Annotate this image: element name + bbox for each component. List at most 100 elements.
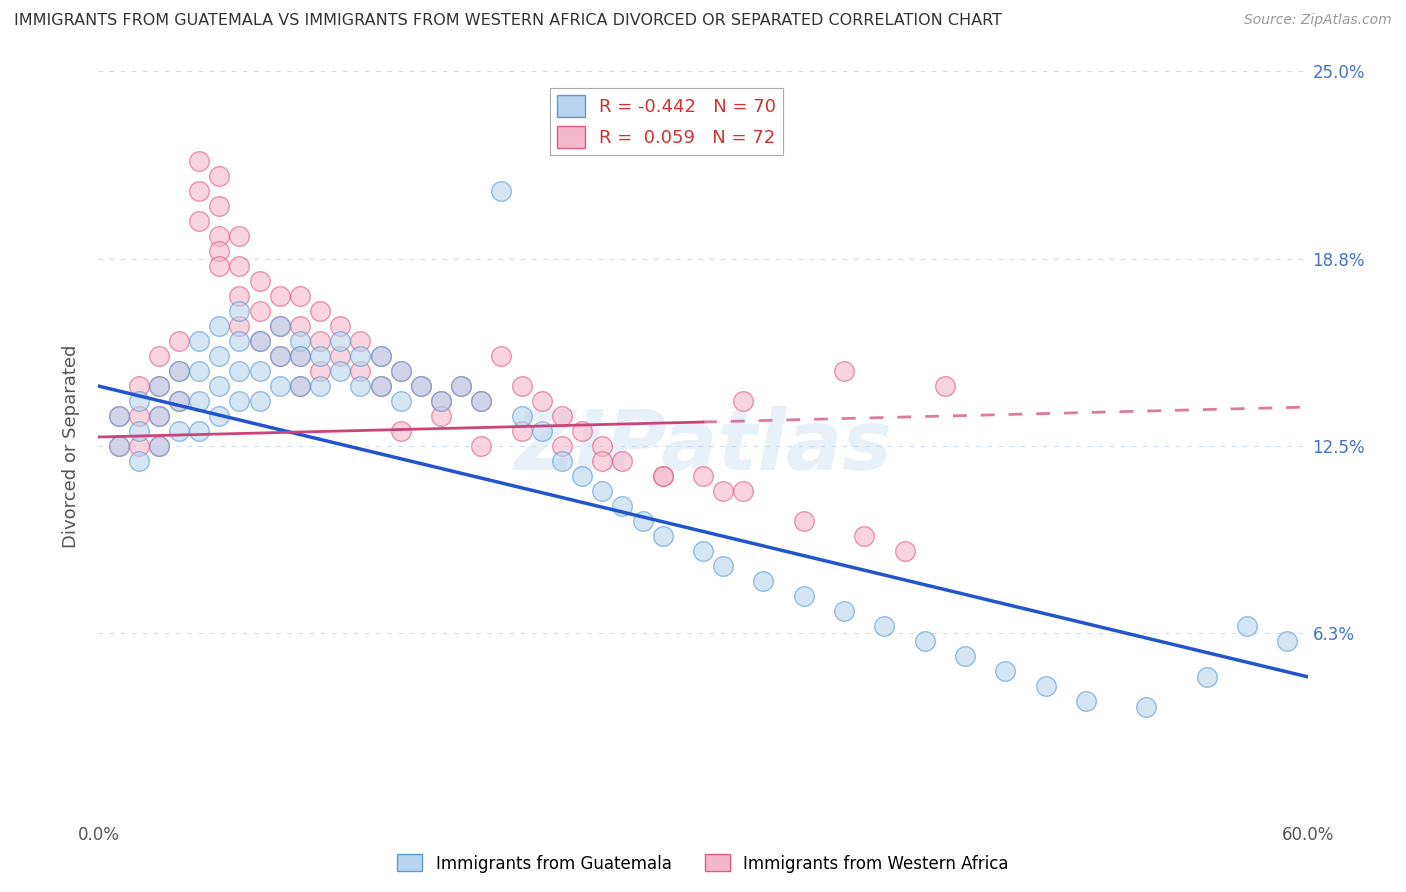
Point bbox=[370, 379, 392, 393]
Point bbox=[208, 319, 231, 334]
Point bbox=[370, 379, 392, 393]
Point bbox=[107, 409, 129, 423]
Point bbox=[269, 379, 291, 393]
Point bbox=[733, 394, 755, 409]
Point bbox=[188, 394, 211, 409]
Point bbox=[269, 319, 291, 334]
Point bbox=[188, 334, 211, 348]
Point bbox=[1277, 633, 1299, 648]
Point bbox=[591, 454, 613, 468]
Point bbox=[711, 483, 734, 498]
Point bbox=[551, 409, 574, 423]
Point bbox=[167, 394, 190, 409]
Point bbox=[430, 409, 453, 423]
Point bbox=[288, 379, 311, 393]
Point bbox=[148, 409, 170, 423]
Point bbox=[309, 334, 332, 348]
Point bbox=[994, 664, 1017, 678]
Point bbox=[128, 424, 150, 438]
Point bbox=[692, 469, 714, 483]
Point bbox=[128, 454, 150, 468]
Point bbox=[1035, 679, 1057, 693]
Point bbox=[389, 364, 412, 378]
Point bbox=[228, 364, 250, 378]
Point bbox=[329, 364, 352, 378]
Point bbox=[128, 394, 150, 409]
Point bbox=[389, 424, 412, 438]
Point bbox=[893, 544, 915, 558]
Point bbox=[651, 529, 673, 543]
Point bbox=[631, 514, 654, 528]
Point bbox=[269, 289, 291, 303]
Point bbox=[188, 184, 211, 198]
Point bbox=[349, 379, 371, 393]
Point bbox=[571, 469, 593, 483]
Point bbox=[1135, 699, 1157, 714]
Point bbox=[409, 379, 432, 393]
Point bbox=[249, 274, 271, 288]
Point bbox=[711, 558, 734, 573]
Point bbox=[349, 349, 371, 363]
Point bbox=[228, 259, 250, 273]
Point bbox=[832, 364, 855, 378]
Point bbox=[692, 544, 714, 558]
Point bbox=[530, 424, 553, 438]
Point bbox=[651, 469, 673, 483]
Point bbox=[288, 289, 311, 303]
Point bbox=[309, 379, 332, 393]
Point bbox=[914, 633, 936, 648]
Point bbox=[269, 319, 291, 334]
Point bbox=[651, 469, 673, 483]
Point bbox=[934, 379, 956, 393]
Point bbox=[571, 424, 593, 438]
Point bbox=[208, 349, 231, 363]
Point bbox=[491, 349, 513, 363]
Point bbox=[167, 364, 190, 378]
Y-axis label: Divorced or Separated: Divorced or Separated bbox=[62, 344, 80, 548]
Point bbox=[167, 364, 190, 378]
Point bbox=[228, 394, 250, 409]
Point bbox=[953, 648, 976, 663]
Point bbox=[450, 379, 472, 393]
Point bbox=[107, 409, 129, 423]
Point bbox=[269, 349, 291, 363]
Point bbox=[148, 409, 170, 423]
Point bbox=[188, 424, 211, 438]
Point bbox=[228, 304, 250, 318]
Point bbox=[148, 379, 170, 393]
Point bbox=[148, 439, 170, 453]
Point bbox=[188, 364, 211, 378]
Point bbox=[853, 529, 876, 543]
Point bbox=[329, 349, 352, 363]
Point bbox=[551, 439, 574, 453]
Point bbox=[389, 394, 412, 409]
Point bbox=[249, 304, 271, 318]
Point bbox=[793, 589, 815, 603]
Point bbox=[329, 319, 352, 334]
Point bbox=[309, 304, 332, 318]
Text: Source: ZipAtlas.com: Source: ZipAtlas.com bbox=[1244, 13, 1392, 28]
Point bbox=[430, 394, 453, 409]
Point bbox=[228, 319, 250, 334]
Point bbox=[510, 409, 533, 423]
Legend: Immigrants from Guatemala, Immigrants from Western Africa: Immigrants from Guatemala, Immigrants fr… bbox=[391, 847, 1015, 880]
Point bbox=[491, 184, 513, 198]
Point bbox=[228, 289, 250, 303]
Point bbox=[450, 379, 472, 393]
Text: IMMIGRANTS FROM GUATEMALA VS IMMIGRANTS FROM WESTERN AFRICA DIVORCED OR SEPARATE: IMMIGRANTS FROM GUATEMALA VS IMMIGRANTS … bbox=[14, 13, 1002, 29]
Point bbox=[107, 439, 129, 453]
Point bbox=[208, 379, 231, 393]
Point bbox=[107, 439, 129, 453]
Point bbox=[208, 229, 231, 244]
Point bbox=[309, 364, 332, 378]
Point bbox=[873, 619, 896, 633]
Point bbox=[370, 349, 392, 363]
Point bbox=[349, 334, 371, 348]
Point bbox=[148, 349, 170, 363]
Point bbox=[612, 499, 634, 513]
Point bbox=[148, 379, 170, 393]
Text: ZIPatlas: ZIPatlas bbox=[515, 406, 891, 486]
Point bbox=[167, 394, 190, 409]
Point bbox=[1074, 694, 1097, 708]
Point bbox=[208, 244, 231, 259]
